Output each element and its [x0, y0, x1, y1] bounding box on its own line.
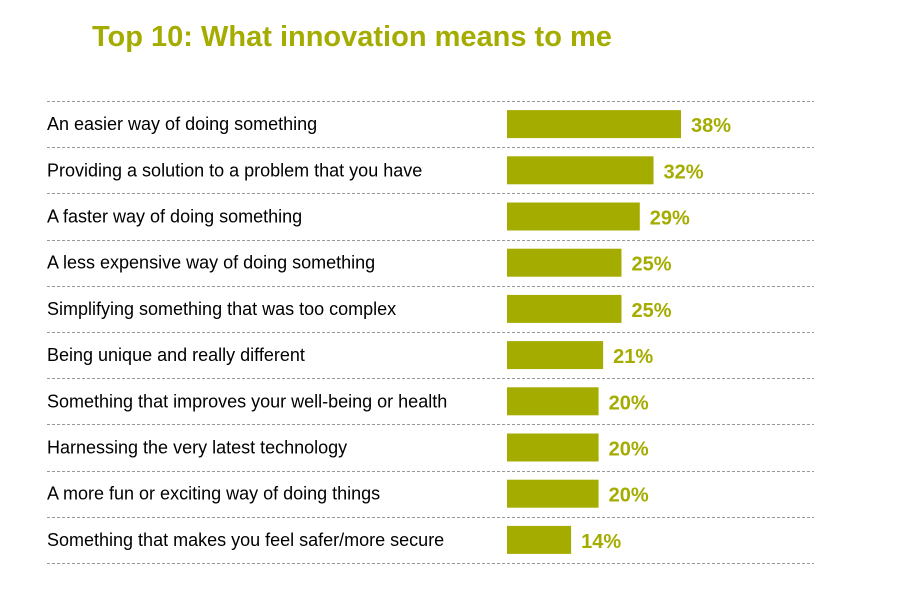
category-label: An easier way of doing something: [47, 114, 317, 134]
bar: [507, 479, 599, 508]
bar: [507, 433, 599, 462]
category-label: Simplifying something that was too compl…: [47, 299, 396, 319]
chart-title: Top 10: What innovation means to me: [92, 21, 612, 53]
category-label: Something that makes you feel safer/more…: [47, 530, 444, 550]
category-label: A more fun or exciting way of doing thin…: [47, 484, 380, 504]
bar: [507, 387, 599, 416]
bar: [507, 110, 681, 139]
category-label: A less expensive way of doing something: [47, 253, 375, 273]
value-label: 20%: [609, 485, 649, 507]
value-label: 14%: [581, 531, 621, 553]
value-label: 25%: [631, 254, 671, 276]
bar: [507, 341, 604, 370]
value-label: 32%: [664, 161, 704, 183]
value-label: 21%: [613, 346, 653, 368]
value-label: 38%: [691, 115, 731, 137]
category-label: A faster way of doing something: [47, 207, 302, 227]
value-label: 25%: [631, 300, 671, 322]
bar: [507, 248, 622, 277]
bar: [507, 294, 622, 323]
value-label: 20%: [609, 392, 649, 414]
value-label: 29%: [650, 208, 690, 230]
category-label: Something that improves your well-being …: [47, 391, 447, 411]
category-label: Providing a solution to a problem that y…: [47, 160, 422, 180]
category-label: Being unique and really different: [47, 345, 305, 365]
value-label: 20%: [609, 439, 649, 461]
bar: [507, 525, 572, 554]
bar: [507, 156, 654, 185]
category-label: Harnessing the very latest technology: [47, 438, 347, 458]
bar: [507, 202, 640, 231]
